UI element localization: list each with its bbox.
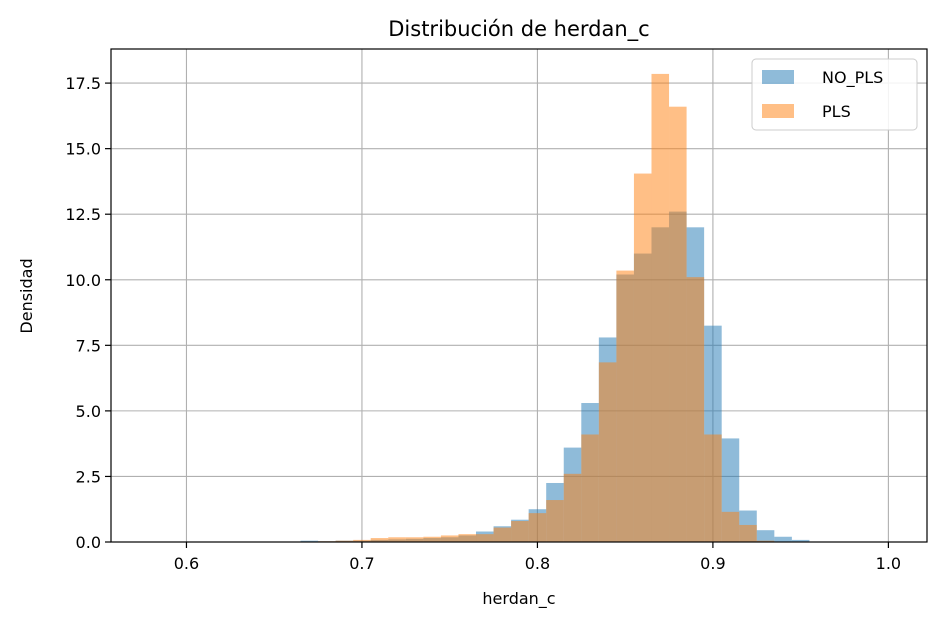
legend-label-pls: PLS (822, 102, 851, 121)
y-tick-label: 15.0 (65, 140, 101, 159)
bar-pls (721, 511, 740, 542)
x-axis-label: herdan_c (482, 589, 555, 609)
legend-swatch-no-pls (762, 70, 794, 84)
y-tick-label: 17.5 (65, 74, 101, 93)
bar-pls (511, 521, 529, 542)
y-tick-label: 5.0 (76, 402, 101, 421)
legend: NO_PLS PLS (751, 58, 918, 131)
bar-pls (493, 527, 512, 542)
bar-pls (581, 434, 599, 542)
bar-pls (669, 106, 687, 542)
bar-pls (616, 270, 634, 542)
bar-pls (458, 534, 477, 542)
bar-pls (440, 535, 459, 542)
bar-pls (528, 513, 547, 542)
chart-title: Distribución de herdan_c (388, 17, 649, 42)
bar-no-pls (774, 536, 792, 542)
bar-pls (651, 73, 670, 542)
bar-no-pls (756, 530, 775, 542)
bar-pls (563, 473, 582, 542)
bar-pls (686, 277, 705, 542)
bar-pls (405, 537, 424, 542)
legend-swatch-pls (762, 104, 794, 118)
x-tick-label: 0.7 (349, 554, 374, 573)
bar-no-pls (791, 539, 810, 542)
bar-pls (739, 524, 757, 542)
bar-pls (756, 540, 775, 542)
bar-pls (633, 173, 652, 543)
y-tick-label: 2.5 (76, 467, 101, 486)
legend-label-no-pls: NO_PLS (822, 68, 883, 88)
x-axis-ticks: 0.6 0.7 0.8 0.9 1.0 (174, 542, 901, 573)
bar-pls (370, 538, 389, 542)
bar-pls (598, 362, 617, 542)
y-axis-ticks: 0.0 2.5 5.0 7.5 10.0 12.5 15.0 17.5 (65, 74, 111, 552)
y-tick-label: 7.5 (76, 336, 101, 355)
bar-pls (476, 534, 494, 542)
series-pls-bars (318, 73, 775, 543)
bar-pls (423, 536, 441, 542)
series-no-pls-bars (300, 211, 810, 543)
x-tick-label: 0.8 (525, 554, 550, 573)
y-tick-label: 0.0 (76, 533, 101, 552)
plot-frame (110, 48, 928, 543)
bar-pls (704, 434, 722, 542)
x-tick-label: 0.9 (700, 554, 725, 573)
x-tick-label: 0.6 (174, 554, 199, 573)
x-tick-label: 1.0 (876, 554, 901, 573)
y-tick-label: 10.0 (65, 271, 101, 290)
bar-pls (388, 537, 406, 542)
y-tick-label: 12.5 (65, 205, 101, 224)
bar-no-pls (300, 540, 319, 542)
bar-pls (353, 539, 371, 542)
y-axis-label: Densidad (17, 258, 36, 333)
bar-pls (335, 540, 354, 542)
bar-pls (546, 500, 564, 542)
